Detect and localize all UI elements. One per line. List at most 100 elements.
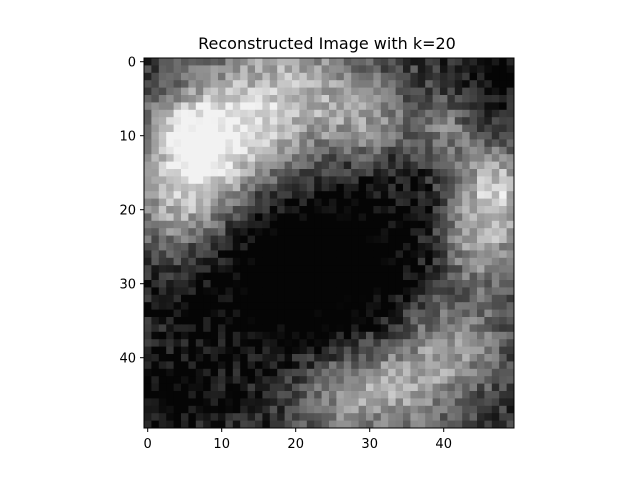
heatmap-cell [225,250,234,259]
heatmap-cell [491,191,500,199]
heatmap-cell [462,309,470,318]
heatmap-cell [144,272,152,281]
heatmap-cell [395,302,404,310]
heatmap-cell [491,368,500,377]
heatmap-cell [240,331,248,340]
heatmap-cell [329,176,337,185]
heatmap-cell [469,368,478,377]
heatmap-cell [255,169,263,177]
heatmap-cell [380,80,389,88]
heatmap-cell [417,280,426,288]
heatmap-cell [373,132,382,140]
heatmap-cell [232,95,241,103]
heatmap-cell [225,420,234,429]
heatmap-cell [440,368,448,377]
heatmap-cell [358,324,367,333]
heatmap-cell [440,198,448,207]
heatmap-cell [373,354,382,362]
heatmap-cell [403,361,411,370]
heatmap-cell [277,376,285,384]
heatmap-cell [425,65,433,74]
heatmap-cell [358,146,367,155]
heatmap-cell [188,176,197,185]
heatmap-cell [388,243,396,251]
heatmap-cell [462,368,470,377]
heatmap-cell [210,213,219,222]
heatmap-cell [343,324,352,333]
heatmap-cell [491,383,500,392]
heatmap-cell [262,109,271,118]
heatmap-cell [373,346,382,355]
heatmap-cell [306,87,315,96]
heatmap-cell [506,132,515,140]
heatmap-cell [262,176,271,185]
heatmap-cell [417,368,426,377]
heatmap-cell [366,198,374,207]
heatmap-cell [484,191,493,199]
heatmap-cell [269,65,278,74]
heatmap-cell [499,368,507,377]
heatmap-cell [484,109,493,118]
heatmap-cell [284,102,293,111]
heatmap-cell [469,87,478,96]
heatmap-cell [477,361,485,370]
heatmap-cell [477,206,485,214]
heatmap-cell [358,272,367,281]
heatmap-cell [417,198,426,207]
heatmap-cell [195,376,204,384]
heatmap-cell [343,183,352,192]
heatmap-cell [173,413,182,421]
heatmap-cell [329,287,337,296]
heatmap-cell [284,250,293,259]
heatmap-cell [247,280,256,288]
heatmap-cell [269,220,278,229]
heatmap-cell [292,346,300,355]
heatmap-cell [292,265,300,273]
heatmap-cell [210,80,219,88]
heatmap-cell [454,95,463,103]
heatmap-cell [181,420,189,429]
heatmap-cell [343,265,352,273]
heatmap-cell [284,87,293,96]
heatmap-cell [380,220,389,229]
heatmap-cell [173,309,182,318]
heatmap-cell [225,294,234,303]
heatmap-cell [299,139,308,148]
heatmap-cell [306,146,315,155]
heatmap-cell [366,191,374,199]
heatmap-cell [343,146,352,155]
heatmap-cell [440,250,448,259]
heatmap-cell [210,176,219,185]
heatmap-cell [173,287,182,296]
heatmap-cell [269,354,278,362]
heatmap-cell [417,146,426,155]
heatmap-cell [491,58,500,66]
heatmap-cell [373,257,382,266]
heatmap-cell [425,58,433,66]
heatmap-cell [321,58,330,66]
heatmap-cell [195,257,204,266]
heatmap-cell [277,398,285,407]
heatmap-cell [284,346,293,355]
heatmap-cell [247,317,256,325]
heatmap-cell [425,139,433,148]
heatmap-cell [292,220,300,229]
heatmap-cell [151,124,160,133]
heatmap-cell [469,405,478,414]
heatmap-cell [388,309,396,318]
heatmap-cell [425,250,433,259]
heatmap-cell [218,391,226,399]
heatmap-cell [469,413,478,421]
heatmap-cell [343,213,352,222]
heatmap-cell [425,87,433,96]
heatmap-cell [336,354,345,362]
heatmap-cell [321,257,330,266]
heatmap-cell [373,280,382,288]
heatmap-cell [454,361,463,370]
heatmap-cell [395,183,404,192]
heatmap-cell [499,132,507,140]
heatmap-cell [454,213,463,222]
heatmap-cell [269,87,278,96]
heatmap-cell [218,376,226,384]
heatmap-cell [477,324,485,333]
